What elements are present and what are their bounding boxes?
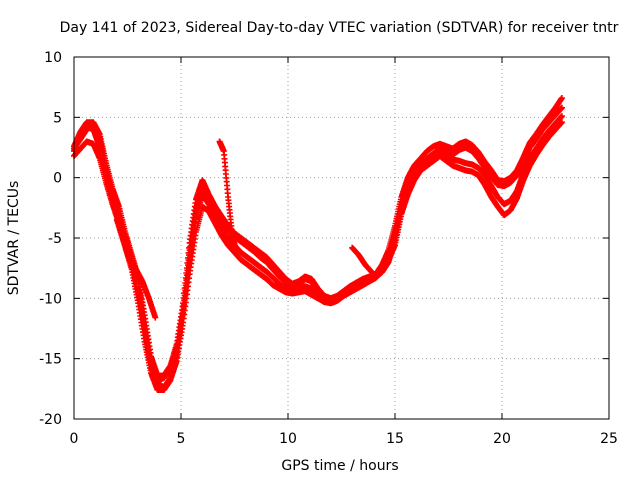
x-axis-label: GPS time / hours	[281, 458, 398, 474]
y-axis: -20 -15 -10 -5 0 5 10	[39, 50, 609, 428]
series-markers	[113, 138, 375, 321]
y-tick-label: 10	[44, 50, 62, 66]
y-tick-label: -20	[39, 412, 62, 428]
y-tick-label: -10	[39, 291, 62, 307]
x-tick-label: 10	[279, 431, 297, 447]
x-axis: 0 5 10 15 20 25	[70, 57, 618, 447]
series-track-2	[71, 119, 565, 393]
y-tick-label: -5	[48, 231, 62, 247]
y-tick-label: 0	[53, 171, 62, 187]
series-markers	[71, 119, 565, 393]
series-track-4	[71, 95, 565, 379]
x-tick-label: 0	[70, 431, 79, 447]
y-axis-label: SDTVAR / TECUs	[6, 181, 22, 296]
x-tick-label: 20	[493, 431, 511, 447]
series-track-5	[113, 138, 375, 321]
y-tick-label: 5	[53, 110, 62, 126]
x-tick-label: 15	[386, 431, 404, 447]
x-tick-label: 5	[177, 431, 186, 447]
x-tick-label: 25	[600, 431, 618, 447]
series-markers	[71, 95, 565, 379]
chart-title: Day 141 of 2023, Sidereal Day-to-day VTE…	[60, 20, 619, 36]
data-points	[71, 95, 565, 393]
y-tick-label: -15	[39, 352, 62, 368]
